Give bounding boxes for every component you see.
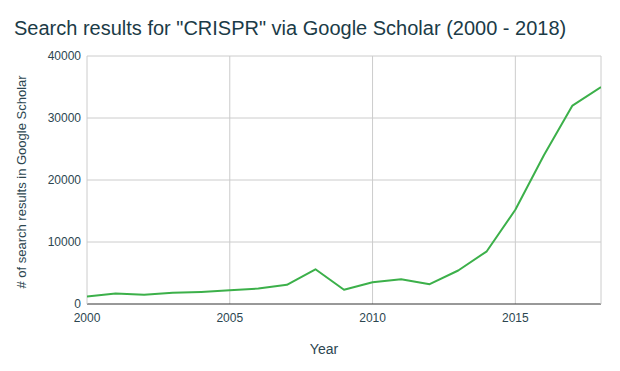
grid <box>87 56 601 304</box>
x-tick-label: 2005 <box>216 311 243 325</box>
x-grid-line <box>229 56 230 304</box>
y-tick-label: 30000 <box>48 111 82 125</box>
y-tick-label: 40000 <box>48 49 82 63</box>
x-tick-label: 2000 <box>74 311 101 325</box>
chart-title: Search results for "CRISPR" via Google S… <box>14 17 566 39</box>
y-grid-line <box>87 180 601 181</box>
y-grid-line <box>87 242 601 243</box>
x-grid-line <box>372 56 373 304</box>
y-tick-label: 10000 <box>48 235 82 249</box>
x-axis-line <box>87 304 601 305</box>
y-tick-label: 0 <box>74 297 81 311</box>
x-grid-line <box>515 56 516 304</box>
x-tick-label: 2010 <box>359 311 386 325</box>
x-tick-label: 2015 <box>502 311 529 325</box>
y-axis-title: # of search results in Google Scholar <box>14 75 29 289</box>
chart-container: Search results for "CRISPR" via Google S… <box>0 0 620 371</box>
y-axis-line <box>87 56 88 304</box>
chart-svg: Search results for "CRISPR" via Google S… <box>0 0 620 371</box>
y-grid-line <box>87 118 601 119</box>
page: {"chart_data": {"type": "line", "title":… <box>0 0 620 371</box>
plot-area <box>87 87 601 297</box>
data-line <box>87 87 601 297</box>
x-axis-title: Year <box>310 341 339 357</box>
x-range-end-line <box>601 56 602 304</box>
y-tick-label: 20000 <box>48 173 82 187</box>
y-grid-line <box>87 56 601 57</box>
